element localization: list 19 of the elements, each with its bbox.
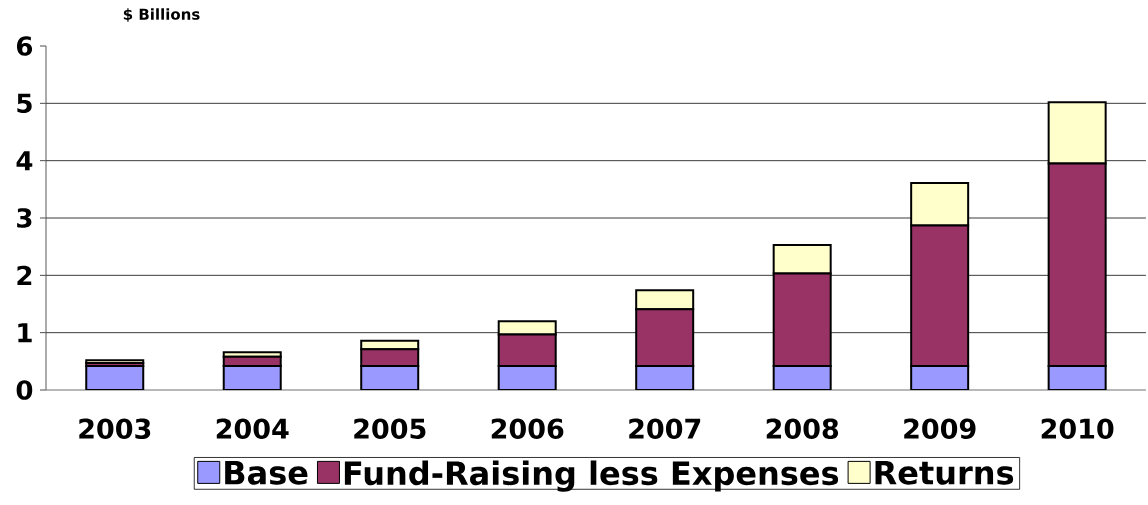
x-tick-label: 2003 xyxy=(79,418,151,439)
x-tick-label: 2006 xyxy=(491,418,564,439)
x-tick-label: 2004 xyxy=(216,418,289,439)
x-tick-label: 2007 xyxy=(629,418,701,439)
y-tick-label: 2 xyxy=(17,265,32,285)
x-tick-label: 2008 xyxy=(766,418,839,439)
y-tick-label: 0 xyxy=(16,380,33,400)
x-tick-label: 2010 xyxy=(1041,418,1114,439)
y-tick-label: 4 xyxy=(16,151,33,171)
y-tick-label: 1 xyxy=(18,323,32,343)
legend-label: Fund-Raising less Expenses xyxy=(344,460,839,492)
y-tick-label: 5 xyxy=(17,93,32,113)
legend-label: Returns xyxy=(875,460,1014,485)
legend-label: Base xyxy=(225,460,308,485)
y-tick-label: 6 xyxy=(17,36,33,56)
y-tick-label: 3 xyxy=(17,208,32,228)
y-axis-title: $ Billions xyxy=(123,8,200,22)
x-tick-label: 2009 xyxy=(904,418,976,439)
x-tick-label: 2005 xyxy=(354,418,426,439)
